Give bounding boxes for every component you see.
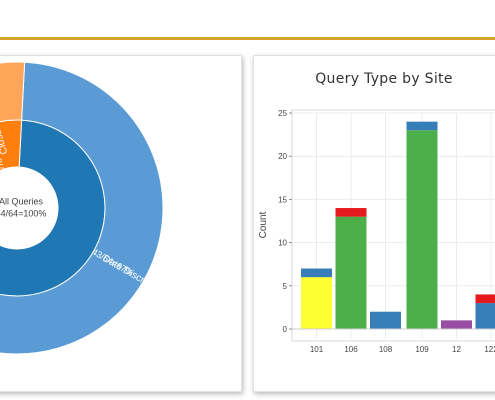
y-tick-label: 15	[278, 195, 287, 204]
bar-chart: 0 5 10 15 20 25 101 106 108 109 12 122 Count	[258, 109, 495, 354]
y-tick-label: 20	[278, 152, 287, 161]
y-tick-label: 0	[283, 325, 288, 334]
bar-109-series-1[interactable]	[406, 130, 438, 329]
sunburst-outer-date-discr[interactable]	[0, 61, 164, 355]
bar-101-series-2[interactable]	[301, 268, 332, 278]
bar-122-series-2[interactable]	[475, 303, 495, 329]
plot-area	[291, 109, 495, 342]
sunburst-inner-label-closed: Closed	[0, 123, 10, 156]
sunburst-chart: All Queries64/64=100%Closed7/64=11%Date …	[0, 61, 164, 355]
y-tick-label: 5	[283, 282, 288, 291]
y-axis-label: Count	[258, 211, 269, 238]
center-label-name: All Queries	[0, 196, 44, 206]
x-tick-label: 106	[344, 345, 358, 354]
y-tick-label: 10	[278, 239, 287, 248]
bar-108-series-2[interactable]	[370, 311, 401, 329]
x-tick-label: 101	[310, 345, 324, 354]
y-tick-label: 25	[278, 109, 287, 118]
center-label-value: 64/64=100%	[0, 208, 46, 218]
bar-101-series-0[interactable]	[301, 277, 332, 329]
sunburst-panel: All Queries64/64=100%Closed7/64=11%Date …	[0, 55, 242, 392]
header-divider	[0, 37, 495, 40]
x-tick-label: 122	[484, 345, 495, 354]
x-tick-label: 12	[452, 345, 461, 354]
bar-122-series-4[interactable]	[475, 294, 495, 304]
bar-109-series-2[interactable]	[406, 121, 438, 131]
x-tick-label: 109	[415, 345, 429, 354]
chart-title: Query Type by Site	[315, 71, 453, 87]
bar-106-series-1[interactable]	[335, 216, 367, 329]
bar-chart-panel: Query Type by Site 0 5 10 15 20 25 101 106 108 10…	[253, 55, 495, 392]
sunburst-center[interactable]	[0, 167, 58, 249]
bar-106-series-4[interactable]	[335, 208, 367, 217]
bar-12-series-3[interactable]	[441, 320, 472, 329]
sunburst-outer-closed-other[interactable]	[0, 61, 26, 123]
x-tick-label: 108	[379, 345, 393, 354]
